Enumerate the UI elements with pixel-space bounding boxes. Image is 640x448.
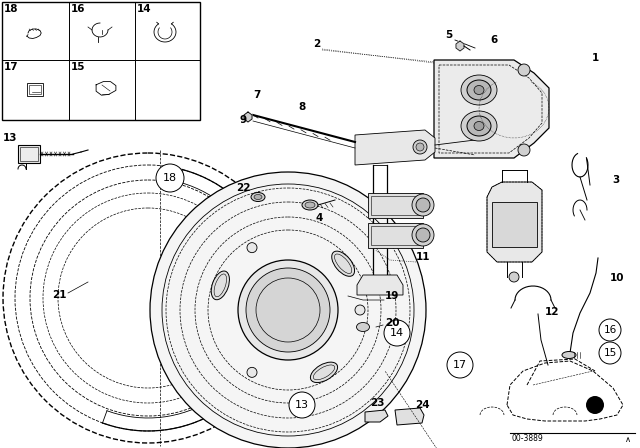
Text: 10: 10 xyxy=(610,273,625,283)
Circle shape xyxy=(156,164,184,192)
Polygon shape xyxy=(434,60,549,158)
Text: 19: 19 xyxy=(385,291,399,301)
Circle shape xyxy=(246,268,330,352)
Text: 15: 15 xyxy=(604,348,616,358)
Circle shape xyxy=(247,243,257,253)
Polygon shape xyxy=(395,408,424,425)
Text: 1: 1 xyxy=(592,53,599,63)
Ellipse shape xyxy=(254,194,262,199)
Ellipse shape xyxy=(562,352,576,358)
Ellipse shape xyxy=(461,111,497,141)
Text: 5: 5 xyxy=(445,30,452,40)
Ellipse shape xyxy=(310,362,337,383)
Circle shape xyxy=(599,342,621,364)
Circle shape xyxy=(416,143,424,151)
Circle shape xyxy=(355,305,365,315)
Polygon shape xyxy=(456,41,464,51)
Ellipse shape xyxy=(305,202,315,208)
Text: 16: 16 xyxy=(604,325,616,335)
Ellipse shape xyxy=(251,193,265,202)
Polygon shape xyxy=(357,275,403,295)
Text: 4: 4 xyxy=(316,213,323,223)
Text: 13: 13 xyxy=(295,400,309,410)
Text: 2: 2 xyxy=(313,39,320,49)
Bar xyxy=(2,2,200,120)
Text: 00-3889: 00-3889 xyxy=(512,434,544,443)
Bar xyxy=(29,85,41,94)
Polygon shape xyxy=(487,182,542,262)
Bar xyxy=(371,226,420,245)
Ellipse shape xyxy=(356,323,369,332)
Circle shape xyxy=(289,392,315,418)
Text: 17: 17 xyxy=(4,62,19,72)
Text: 3: 3 xyxy=(612,175,620,185)
Bar xyxy=(18,145,40,163)
Circle shape xyxy=(586,396,604,414)
Ellipse shape xyxy=(467,80,491,100)
Text: 11: 11 xyxy=(416,252,431,262)
Text: 24: 24 xyxy=(415,400,429,410)
Text: 15: 15 xyxy=(71,62,86,72)
Ellipse shape xyxy=(474,86,484,95)
Text: 16: 16 xyxy=(71,4,86,14)
Ellipse shape xyxy=(416,228,430,242)
Ellipse shape xyxy=(302,200,318,210)
Ellipse shape xyxy=(416,198,430,212)
Text: 13: 13 xyxy=(3,133,17,143)
Text: 8: 8 xyxy=(298,102,305,112)
Ellipse shape xyxy=(412,224,434,246)
Text: 6: 6 xyxy=(490,35,497,45)
Bar xyxy=(371,196,420,215)
Text: 20: 20 xyxy=(385,318,399,328)
Circle shape xyxy=(150,172,426,448)
Text: 21: 21 xyxy=(52,290,67,300)
Text: 17: 17 xyxy=(453,360,467,370)
Text: 18: 18 xyxy=(163,173,177,183)
Circle shape xyxy=(599,319,621,341)
Ellipse shape xyxy=(467,116,491,136)
Polygon shape xyxy=(244,112,252,122)
Polygon shape xyxy=(365,410,388,422)
Bar xyxy=(27,83,43,96)
Ellipse shape xyxy=(461,75,497,105)
Bar xyxy=(492,202,537,247)
Circle shape xyxy=(518,64,530,76)
Text: 14: 14 xyxy=(137,4,152,14)
Ellipse shape xyxy=(211,271,230,300)
Circle shape xyxy=(238,260,338,360)
Circle shape xyxy=(247,367,257,377)
Ellipse shape xyxy=(474,121,484,130)
Polygon shape xyxy=(355,130,435,165)
Text: ∧: ∧ xyxy=(625,435,631,444)
Circle shape xyxy=(384,320,410,346)
Circle shape xyxy=(447,352,473,378)
Ellipse shape xyxy=(412,194,434,216)
Text: 9: 9 xyxy=(240,115,247,125)
Text: 22: 22 xyxy=(236,183,250,193)
Text: 18: 18 xyxy=(4,4,19,14)
Circle shape xyxy=(413,140,427,154)
Text: 23: 23 xyxy=(370,398,385,408)
Circle shape xyxy=(518,144,530,156)
Circle shape xyxy=(509,272,519,282)
Text: 12: 12 xyxy=(545,307,559,317)
Bar xyxy=(368,193,423,218)
Bar xyxy=(368,223,423,248)
Text: 14: 14 xyxy=(390,328,404,338)
Text: 7: 7 xyxy=(253,90,260,100)
Bar xyxy=(20,147,38,161)
Ellipse shape xyxy=(332,251,355,276)
